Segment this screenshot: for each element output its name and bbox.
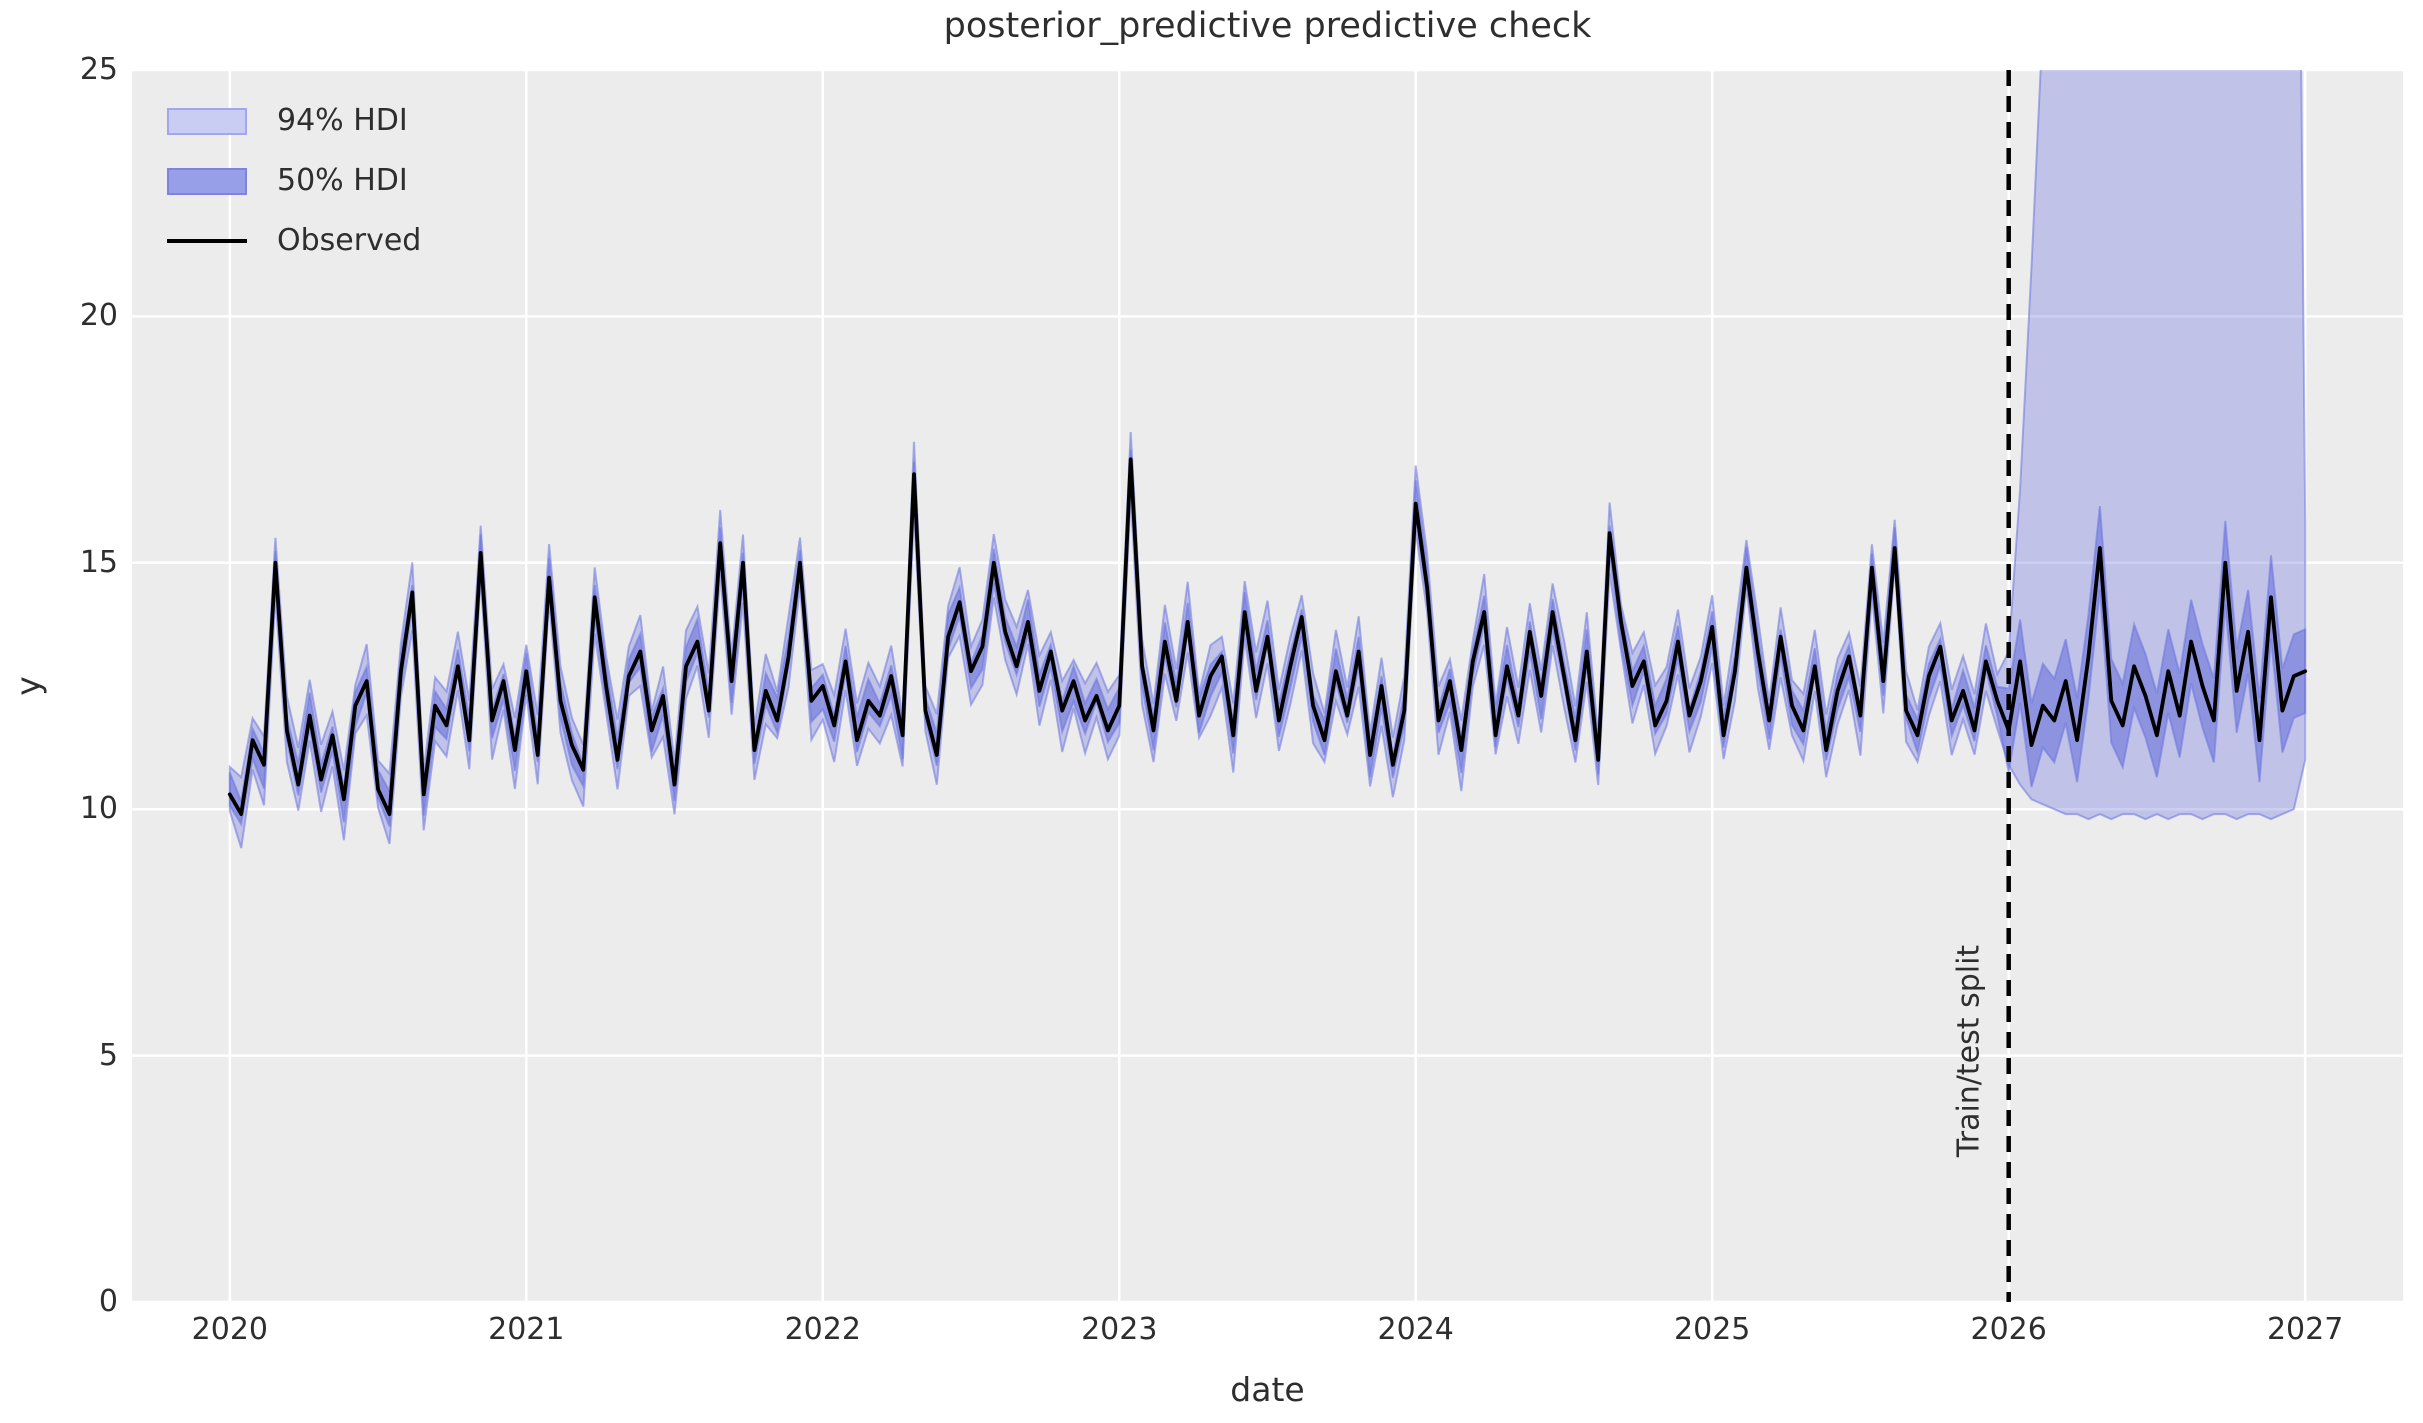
chart-title: posterior_predictive predictive check [943, 6, 1592, 46]
legend-label: Observed [277, 223, 422, 258]
x-tick-label: 2026 [1970, 1312, 2047, 1347]
y-tick-label: 10 [79, 791, 118, 827]
x-tick-label: 2025 [1674, 1312, 1751, 1347]
legend-label: 50% HDI [277, 163, 408, 198]
y-tick-label: 5 [98, 1037, 118, 1073]
x-tick-label: 2022 [784, 1312, 861, 1347]
legend-entry-94-hdi: 94% HDI [167, 103, 421, 139]
observed-line [227, 457, 2308, 816]
hdi94-band-swatch-icon [167, 107, 247, 135]
y-tick-label: 20 [79, 298, 118, 334]
hdi50-band-swatch-icon [167, 167, 247, 195]
x-tick-label: 2024 [1377, 1312, 1454, 1347]
x-axis-label: date [1230, 1370, 1305, 1409]
y-tick-label: 15 [79, 544, 118, 580]
x-tick-label: 2027 [2266, 1312, 2344, 1347]
x-tick-label: 2021 [488, 1312, 565, 1347]
legend-entry-50-hdi: 50% HDI [167, 163, 421, 199]
y-tick-label: 0 [98, 1284, 118, 1319]
legend: 94% HDI 50% HDI Observed [167, 103, 421, 259]
observed-line-swatch-icon [167, 239, 247, 243]
y-tick-label: 25 [79, 52, 118, 87]
legend-label: 94% HDI [277, 103, 408, 138]
y-axis-label: y [8, 676, 48, 696]
x-tick-label: 2020 [191, 1312, 268, 1347]
train-test-split-label: Train/test split [1951, 944, 1987, 1158]
legend-entry-observed: Observed [167, 223, 421, 259]
x-tick-label: 2023 [1081, 1312, 1158, 1347]
